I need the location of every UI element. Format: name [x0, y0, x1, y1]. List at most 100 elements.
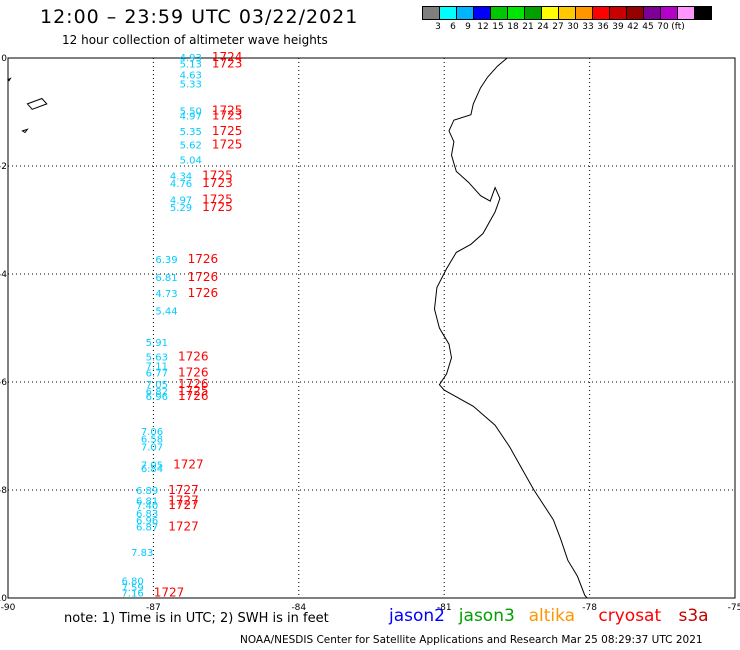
observation-time-label: 1727 [168, 494, 199, 508]
x-tick-label: -84 [291, 603, 306, 613]
observation-time-label: 1726 [178, 377, 209, 391]
color-scale-label: 36 [597, 22, 609, 32]
observation-time-label: 1727 [168, 520, 199, 534]
color-scale-label: 15 [492, 22, 504, 32]
observation-time-label: 1725 [202, 200, 233, 214]
satellite-legend-s3a: s3a [678, 606, 709, 626]
wave-height-label: 6.58 [141, 434, 163, 445]
wave-height-label: 7.40 [136, 501, 158, 512]
color-scale-label: 3 [435, 22, 441, 32]
color-scale-label: 6 [450, 22, 456, 32]
satellite-legend-jason3: jason3 [458, 606, 515, 626]
island-outline [7, 77, 12, 82]
observation-time-label: 1726 [188, 286, 219, 300]
observation-time-label: 1727 [168, 483, 199, 497]
observation-time-label: 1724 [212, 50, 243, 64]
wave-height-label: 6.96 [136, 516, 158, 527]
wave-height-label: 7.59 [121, 583, 143, 594]
island-outline [21, 128, 29, 134]
wave-height-label: 5.62 [180, 141, 202, 152]
color-scale-swatches [422, 6, 712, 20]
observation-time-label: 1723 [212, 57, 243, 71]
color-scale-label: 70 [657, 22, 669, 32]
color-scale-label: 30 [567, 22, 579, 32]
satellite-legend-altika: altika [528, 606, 576, 626]
wave-height-label: 7.05 [141, 460, 163, 471]
wave-height-label: 6.82 [146, 387, 168, 398]
y-tick-label: -10 [0, 594, 7, 604]
color-scale-label: 18 [507, 22, 519, 32]
footer-note: note: 1) Time is in UTC; 2) SWH is in fe… [64, 611, 329, 626]
wave-height-label: 6.81 [136, 497, 158, 508]
color-scale-label: 21 [522, 22, 534, 32]
map-subtitle: 12 hour collection of altimeter wave hei… [62, 33, 328, 47]
wave-height-label: 7.07 [141, 443, 163, 454]
wave-height-label: 6.89 [136, 486, 158, 497]
map-title: 12:00 – 23:59 UTC 03/22/2021 [40, 6, 359, 28]
observation-time-label: 1726 [188, 270, 219, 284]
observation-time-label: 1725 [202, 169, 233, 183]
color-scale-label: 12 [477, 22, 489, 32]
observation-time-label: 1727 [154, 585, 185, 599]
color-scale-label: 45 [642, 22, 654, 32]
color-scale-label: 39 [612, 22, 624, 32]
coastline [433, 57, 588, 599]
color-scale-label: 42 [627, 22, 639, 32]
observation-time-label: 1723 [212, 109, 243, 123]
x-tick-label: -78 [582, 603, 597, 613]
wave-height-label: 5.04 [180, 155, 202, 166]
y-tick-label: 0 [1, 54, 7, 64]
wave-height-label: 6.87 [136, 523, 158, 534]
wave-height-label: 4.76 [170, 179, 192, 190]
observation-time-label: 1726 [178, 389, 209, 403]
observation-time-label: 1725 [202, 192, 233, 206]
wave-height-label: 6.39 [155, 255, 177, 266]
observation-time-label: 1727 [173, 457, 204, 471]
wave-height-label: 4.34 [170, 172, 192, 183]
x-tick-label: -87 [146, 603, 161, 613]
color-scale-labels: 3 6 9 12 15 18 21 24 27 30 33 36 39 42 45 70 (ft) [422, 20, 711, 32]
wave-height-label: 4.93 [180, 53, 202, 64]
wave-height-label: 4.97 [170, 195, 192, 206]
satellite-legend-jason2: jason2 [389, 606, 445, 626]
color-scale-label: 24 [537, 22, 549, 32]
wave-height-label: 7.16 [121, 588, 143, 599]
wave-height-label: 5.44 [155, 307, 177, 318]
x-tick-label: -75 [728, 603, 740, 613]
wave-height-label: 5.63 [146, 352, 168, 363]
wave-height-label: 7.11 [146, 362, 168, 373]
wave-height-label: 7.05 [146, 380, 168, 391]
observation-time-label: 1725 [212, 124, 243, 138]
x-tick-label: -81 [437, 603, 452, 613]
x-tick-label: -90 [1, 603, 16, 613]
wave-height-label: 4.73 [155, 289, 177, 300]
observation-time-label: 1725 [212, 104, 243, 118]
map-frame [7, 57, 736, 599]
color-scale-label: (ft) [671, 22, 685, 32]
wave-height-label: 6.83 [136, 509, 158, 520]
wave-height-label: 6.80 [121, 577, 143, 588]
observation-time-label: 1726 [188, 252, 219, 266]
wave-height-label: 5.50 [180, 107, 202, 118]
wave-height-label: 7.83 [131, 548, 153, 559]
y-tick-label: -4 [0, 270, 7, 280]
wave-height-label: 5.13 [180, 60, 202, 71]
wave-height-label: 6.96 [146, 392, 168, 403]
wave-height-label: 4.63 [180, 71, 202, 82]
observation-time-label: 1725 [178, 384, 209, 398]
observation-time-label: 1723 [202, 176, 233, 190]
color-scale-label: 9 [465, 22, 471, 32]
color-swatch [694, 6, 712, 20]
color-scale-label: 27 [552, 22, 564, 32]
wave-height-label: 5.33 [180, 80, 202, 91]
color-scale-legend: 3 6 9 12 15 18 21 24 27 30 33 36 39 42 45 70 (ft) [422, 6, 712, 32]
observation-time-label: 1726 [178, 366, 209, 380]
wave-height-label: 5.29 [170, 203, 192, 214]
observation-time-label: 1725 [212, 138, 243, 152]
wave-height-label: 6.84 [141, 464, 163, 475]
y-tick-label: -8 [0, 486, 7, 496]
wave-height-label: 5.91 [146, 338, 168, 349]
observation-time-label: 1727 [168, 498, 199, 512]
footer-credit: NOAA/NESDIS Center for Satellite Applica… [240, 634, 703, 646]
